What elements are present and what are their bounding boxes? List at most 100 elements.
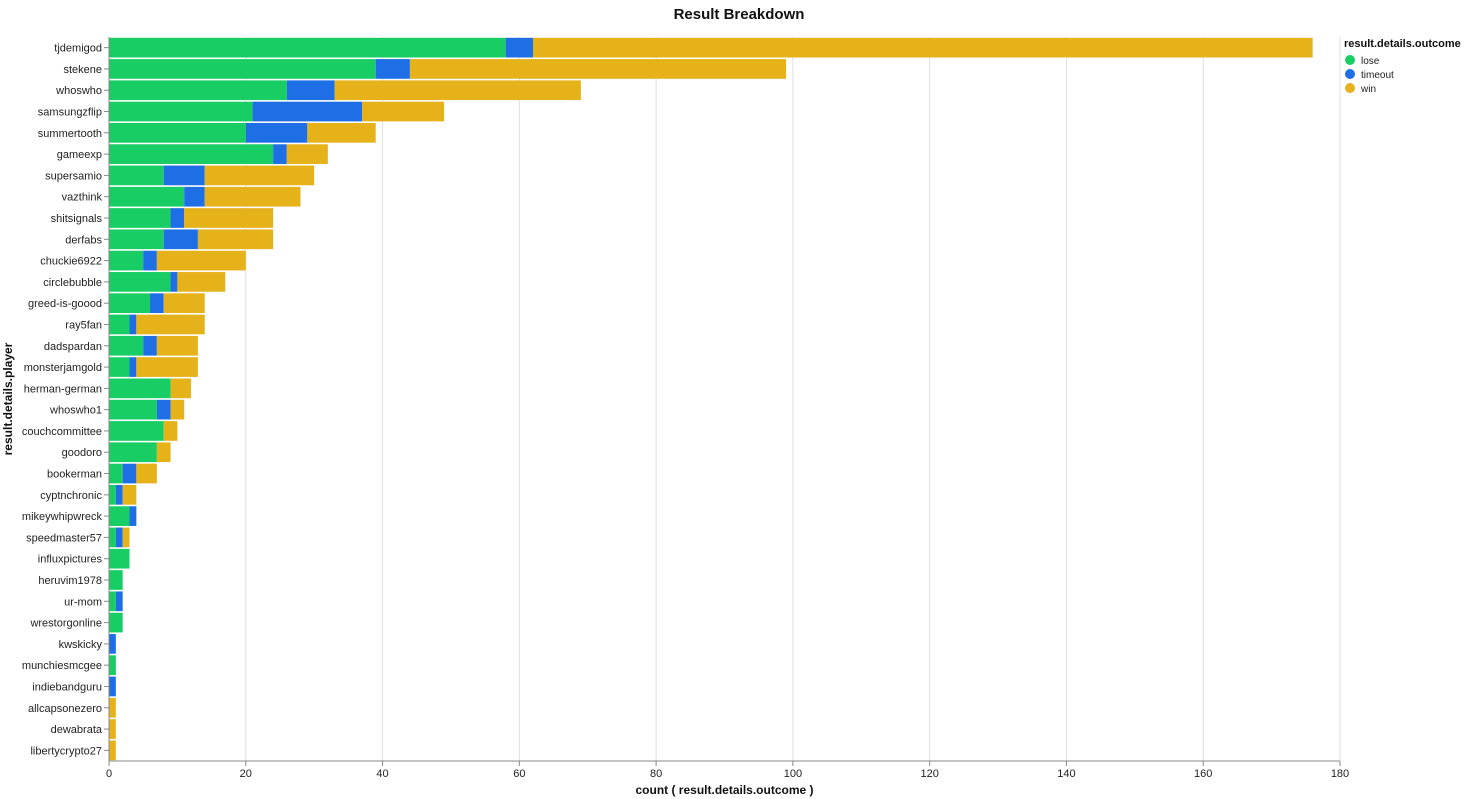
x-tick-label: 180 [1331,768,1349,780]
axes: tjdemigod stekene whoswho samsungzflip summe… [22,37,1349,780]
y-tick-label: whoswho [55,85,102,97]
y-tick-label: heruvim1978 [38,575,102,587]
y-tick-label: circlebubble [43,277,102,289]
x-tick-label: 140 [1057,768,1075,780]
bar-win-herman-german [170,378,192,399]
bar-win-speedmaster57 [122,527,130,548]
bar-win-vazthink [204,186,301,207]
y-tick-label: speedmaster57 [26,532,102,544]
y-tick-label: allcapsonezero [28,703,102,715]
bar-win-dadspardan [156,335,198,356]
bar-lose-couchcommittee [109,421,164,441]
bar-timeout-gameexp [273,144,287,164]
bar-lose-ray5fan [109,314,130,335]
bar-lose-whoswho1 [109,399,157,420]
y-tick-label: gameexp [57,149,102,161]
bar-lose-ur-mom [109,591,116,612]
x-axis-title: count ( result.details.outcome ) [635,783,813,797]
legend: result.details.outcome lose timeout win [1344,38,1461,95]
legend-label-lose: lose [1361,56,1380,67]
y-tick-label: ur-mom [64,596,102,608]
bar-win-whoswho1 [170,399,185,420]
bar-lose-bookerman [109,463,123,484]
chart-title: Result Breakdown [674,6,805,23]
bar-win-supersamio [204,165,315,186]
y-tick-label: influxpictures [38,554,103,566]
bar-timeout-vazthink [184,186,205,207]
bar-timeout-supersamio [163,165,205,186]
legend-label-timeout: timeout [1361,70,1394,81]
bar-win-circlebubble [177,272,226,292]
y-tick-label: greed-is-goood [28,298,102,310]
bar-timeout-derfabs [163,229,198,250]
y-tick-label: dewabrata [51,724,103,736]
bar-lose-circlebubble [109,272,171,292]
x-tick-label: 80 [650,768,662,780]
legend-symbol-lose [1345,55,1355,65]
legend-symbol-timeout [1345,69,1355,79]
y-tick-label: derfabs [65,234,102,246]
y-tick-label: couchcommittee [22,426,102,438]
y-tick-label: chuckie6922 [40,256,102,268]
bar-win-whoswho [334,80,581,101]
bar-lose-greed-is-goood [109,293,151,314]
bar-win-chuckie6922 [156,250,246,271]
bar-timeout-chuckie6922 [143,250,157,271]
bar-timeout-cyptnchronic [115,484,123,505]
legend-symbol-win [1345,83,1355,93]
y-tick-label: goodoro [62,447,102,459]
bar-win-allcapsonezero [109,697,116,718]
bar-lose-derfabs [109,229,164,250]
x-tick-label: 40 [376,768,388,780]
bar-timeout-indiebandguru [109,676,116,697]
bar-lose-goodoro [109,442,157,463]
y-tick-label: mikeywhipwreck [22,511,103,523]
bar-timeout-shitsignals [170,208,185,228]
y-tick-label: supersamio [45,170,102,182]
bar-win-samsungzflip [362,101,445,122]
bar-win-shitsignals [184,208,274,228]
bar-win-libertycrypto27 [109,740,116,761]
bar-lose-gameexp [109,144,274,164]
bar-win-greed-is-goood [163,293,205,314]
bar-win-couchcommittee [163,421,178,441]
bar-timeout-greed-is-goood [150,293,164,314]
bar-timeout-whoswho [286,80,335,101]
legend-title: result.details.outcome [1344,38,1461,50]
bar-lose-shitsignals [109,208,171,228]
x-tick-label: 20 [240,768,252,780]
bar-lose-influxpictures [109,548,130,569]
y-tick-label: libertycrypto27 [30,745,102,757]
bar-win-monsterjamgold [136,357,198,377]
bar-win-tjdemigod [533,37,1313,58]
bar-lose-summertooth [109,122,246,143]
y-tick-label: ray5fan [65,319,102,331]
y-tick-label: cyptnchronic [40,490,102,502]
bar-timeout-ur-mom [115,591,123,612]
bar-timeout-speedmaster57 [115,527,123,548]
y-tick-label: kwskicky [59,639,103,651]
bar-lose-supersamio [109,165,164,186]
bar-timeout-ray5fan [129,314,137,335]
bar-lose-munchiesmcgee [109,655,116,676]
bar-lose-cyptnchronic [109,484,116,505]
bar-lose-samsungzflip [109,101,253,122]
bar-timeout-monsterjamgold [129,357,137,377]
y-tick-label: indiebandguru [32,681,102,693]
bar-win-dewabrata [109,719,116,739]
bar-lose-mikeywhipwreck [109,506,130,526]
bar-lose-wrestorgonline [109,612,123,633]
bar-timeout-circlebubble [170,272,178,292]
bar-win-cyptnchronic [122,484,137,505]
y-tick-label: dadspardan [44,341,102,353]
legend-label-win: win [1360,84,1376,95]
bar-lose-tjdemigod [109,37,506,58]
y-tick-label: monsterjamgold [24,362,102,374]
bar-lose-dadspardan [109,335,144,356]
bar-win-summertooth [307,122,376,143]
bar-lose-speedmaster57 [109,527,116,548]
bar-win-stekene [409,59,787,79]
y-tick-label: wrestorgonline [29,618,102,630]
